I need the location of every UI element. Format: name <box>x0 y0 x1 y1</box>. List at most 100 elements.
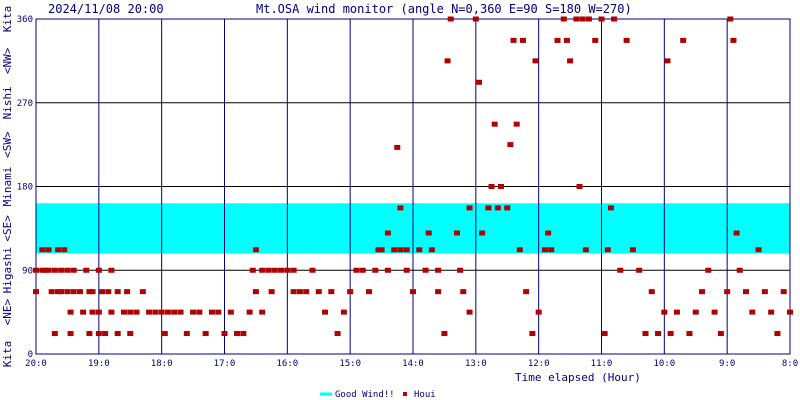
houi-point <box>378 247 385 253</box>
houi-point <box>585 16 592 22</box>
houi-point <box>384 267 391 273</box>
houi-point <box>699 289 706 295</box>
houi-point <box>563 37 570 43</box>
houi-point <box>535 309 542 315</box>
houi-point <box>730 37 737 43</box>
houi-point <box>359 267 366 273</box>
houi-point <box>108 309 115 315</box>
houi-point <box>183 331 190 337</box>
houi-point <box>664 58 671 64</box>
houi-point <box>240 331 247 337</box>
houi-point <box>278 267 285 273</box>
houi-point <box>347 289 354 295</box>
houi-point <box>472 16 479 22</box>
houi-point <box>268 289 275 295</box>
houi-point <box>516 247 523 253</box>
houi-point <box>259 267 266 273</box>
x-tick-label: 19:0 <box>88 359 110 369</box>
houi-point <box>334 331 341 337</box>
houi-point <box>519 37 526 43</box>
houi-point <box>661 309 668 315</box>
good-wind-legend-label: Good Wind!! <box>335 390 395 400</box>
houi-point <box>447 16 454 22</box>
houi-point <box>48 289 55 295</box>
houi-point <box>105 289 112 295</box>
houi-point <box>453 230 460 236</box>
houi-point <box>296 289 303 295</box>
houi-point <box>475 79 482 85</box>
houi-point <box>422 267 429 273</box>
x-axis-label: Time elapsed (Hour) <box>515 371 641 384</box>
houi-point <box>403 267 410 273</box>
houi-point <box>673 309 680 315</box>
x-tick-label: 11:0 <box>591 359 613 369</box>
legend: Good Wind!! Houi <box>320 390 436 400</box>
x-tick-label: 16:0 <box>276 359 298 369</box>
houi-point <box>711 309 718 315</box>
houi-point <box>39 247 46 253</box>
houi-point <box>494 205 501 211</box>
houi-point <box>629 247 636 253</box>
houi-point <box>95 331 102 337</box>
houi-point <box>271 267 278 273</box>
houi-point <box>573 16 580 22</box>
houi-point <box>139 289 146 295</box>
houi-point <box>51 331 58 337</box>
houi-point <box>95 267 102 273</box>
x-tick-label: 17:0 <box>214 359 236 369</box>
houi-point <box>567 58 574 64</box>
y-tick-label: 90 <box>22 266 33 276</box>
houi-point <box>340 309 347 315</box>
houi-point <box>372 267 379 273</box>
houi-point <box>598 16 605 22</box>
houi-point <box>58 289 65 295</box>
houi-point <box>491 121 498 127</box>
direction-label: <SW> <box>1 131 14 158</box>
houi-point <box>61 247 68 253</box>
houi-point <box>548 247 555 253</box>
houi-point <box>124 289 131 295</box>
x-tick-label: 20:0 <box>25 359 47 369</box>
houi-point <box>89 309 96 315</box>
houi-point <box>428 247 435 253</box>
houi-point <box>114 331 121 337</box>
houi-point <box>58 267 65 273</box>
houi-point <box>755 247 762 253</box>
houi-point <box>435 267 442 273</box>
houi-point <box>425 230 432 236</box>
houi-point <box>265 267 272 273</box>
x-tick-label: 8:0 <box>782 359 798 369</box>
houi-point <box>444 58 451 64</box>
houi-point <box>576 184 583 189</box>
houi-point <box>202 331 209 337</box>
x-tick-label: 10:0 <box>653 359 675 369</box>
houi-point <box>460 289 467 295</box>
houi-point <box>45 247 52 253</box>
houi-point <box>787 309 793 315</box>
houi-point <box>309 267 316 273</box>
houi-point <box>648 289 655 295</box>
houi-point <box>510 37 517 43</box>
houi-point <box>441 331 448 337</box>
direction-label: <NE> <box>1 299 14 326</box>
x-tick-label: 12:0 <box>528 359 550 369</box>
houi-point <box>727 16 734 22</box>
houi-point <box>384 230 391 236</box>
houi-point <box>686 331 693 337</box>
houi-point <box>692 309 699 315</box>
houi-point <box>33 289 39 295</box>
houi-point <box>560 16 567 22</box>
x-tick-label: 13:0 <box>465 359 487 369</box>
houi-point <box>582 247 589 253</box>
houi-point <box>120 309 127 315</box>
houi-point <box>86 331 93 337</box>
houi-point <box>322 309 329 315</box>
houi-point <box>353 267 360 273</box>
houi-point <box>54 247 61 253</box>
houi-point <box>768 309 775 315</box>
houi-point <box>604 247 611 253</box>
houi-point <box>485 205 492 211</box>
houi-point <box>45 267 52 273</box>
houi-point <box>252 247 259 253</box>
